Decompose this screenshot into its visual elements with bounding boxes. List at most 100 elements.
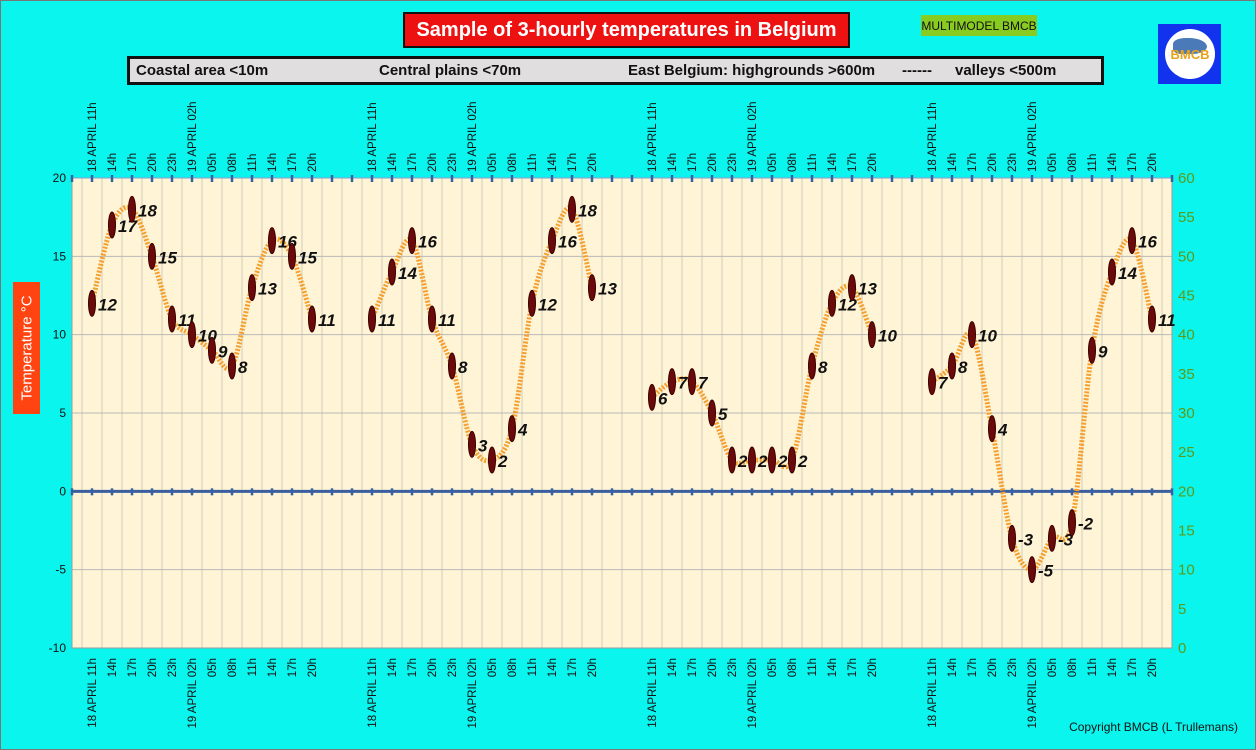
y2-tick-label: 60 bbox=[1178, 170, 1195, 187]
data-point bbox=[1028, 556, 1036, 584]
x-top-label: 18 APRIL 11h bbox=[87, 102, 99, 172]
x-bottom-label: 18 APRIL 11h bbox=[647, 658, 659, 728]
x-bottom-label: 20h bbox=[867, 658, 879, 677]
data-point bbox=[1088, 336, 1096, 364]
x-bottom-label: 20h bbox=[707, 658, 719, 677]
data-label: 9 bbox=[218, 342, 228, 361]
data-label: 9 bbox=[1098, 342, 1108, 361]
copyright: Copyright BMCB (L Trullemans) bbox=[1069, 720, 1238, 734]
x-top-label: 17h bbox=[847, 153, 859, 172]
data-point bbox=[168, 305, 176, 333]
x-bottom-label: 05h bbox=[767, 658, 779, 677]
x-bottom-label: 14h bbox=[547, 658, 559, 677]
x-top-label: 18 APRIL 11h bbox=[647, 102, 659, 172]
data-label: 2 bbox=[797, 452, 808, 471]
x-top-label: 11h bbox=[247, 154, 259, 172]
data-point bbox=[508, 415, 516, 443]
x-top-label: 17h bbox=[567, 153, 579, 172]
x-top-label: 23h bbox=[727, 153, 739, 172]
badge-text: MULTIMODEL BMCB bbox=[921, 18, 1037, 33]
logo-text: BMCB bbox=[1170, 46, 1210, 62]
data-label: 5 bbox=[718, 405, 728, 424]
x-bottom-label: 20h bbox=[1147, 658, 1159, 677]
data-point bbox=[288, 242, 296, 270]
y-tick-label: 10 bbox=[53, 328, 67, 342]
x-top-label: 14h bbox=[947, 153, 959, 172]
data-point bbox=[728, 446, 736, 474]
x-bottom-label: 20h bbox=[147, 658, 159, 677]
y2-tick-label: 50 bbox=[1178, 248, 1195, 265]
x-top-label: 20h bbox=[147, 153, 159, 172]
data-label: -5 bbox=[1038, 562, 1054, 581]
data-label: 10 bbox=[978, 327, 997, 346]
data-point bbox=[448, 352, 456, 380]
data-point bbox=[268, 227, 276, 255]
x-top-label: 20h bbox=[1147, 153, 1159, 172]
logo-circle: BMCB bbox=[1165, 29, 1215, 79]
legend-central: Central plains <70m bbox=[379, 62, 522, 79]
x-bottom-label: 14h bbox=[267, 658, 279, 677]
x-bottom-label: 17h bbox=[287, 658, 299, 677]
x-top-label: 17h bbox=[967, 153, 979, 172]
x-bottom-label: 08h bbox=[1067, 658, 1079, 677]
x-top-label: 11h bbox=[807, 154, 819, 172]
data-point bbox=[528, 289, 536, 317]
x-bottom-label: 14h bbox=[827, 658, 839, 677]
x-top-label: 14h bbox=[107, 153, 119, 172]
data-point bbox=[408, 227, 416, 255]
y-tick-label: 0 bbox=[59, 484, 66, 498]
x-top-label: 08h bbox=[1067, 153, 1079, 172]
data-point bbox=[188, 321, 196, 349]
data-label: 15 bbox=[158, 248, 177, 267]
data-label: 8 bbox=[458, 358, 468, 377]
y-tick-label: -10 bbox=[49, 641, 67, 655]
x-bottom-label: 19 APRIL 02h bbox=[1027, 658, 1039, 729]
data-point bbox=[568, 195, 576, 223]
y-axis-title-text: Temperature °C bbox=[18, 295, 35, 401]
y2-tick-label: 15 bbox=[1178, 523, 1195, 540]
data-point bbox=[208, 336, 216, 364]
multimodel-badge: MULTIMODEL BMCB bbox=[921, 15, 1037, 36]
x-top-label: 14h bbox=[1107, 153, 1119, 172]
data-label: 11 bbox=[378, 311, 396, 330]
data-label: 4 bbox=[517, 421, 528, 440]
x-bottom-label: 17h bbox=[847, 658, 859, 677]
x-top-label: 17h bbox=[287, 153, 299, 172]
x-bottom-label: 14h bbox=[1107, 658, 1119, 677]
data-point bbox=[88, 289, 96, 317]
y2-tick-label: 20 bbox=[1178, 483, 1195, 500]
data-label: 16 bbox=[1138, 233, 1157, 252]
data-point bbox=[928, 368, 936, 396]
x-bottom-label: 17h bbox=[407, 658, 419, 677]
y2-tick-label: 30 bbox=[1178, 405, 1195, 422]
data-point bbox=[828, 289, 836, 317]
x-bottom-label: 19 APRIL 02h bbox=[467, 658, 479, 729]
x-top-label: 14h bbox=[667, 153, 679, 172]
x-bottom-label: 08h bbox=[787, 658, 799, 677]
x-top-label: 05h bbox=[207, 153, 219, 172]
data-point bbox=[848, 274, 856, 302]
x-bottom-label: 18 APRIL 11h bbox=[927, 658, 939, 728]
x-top-label: 20h bbox=[307, 153, 319, 172]
x-top-label: 20h bbox=[987, 153, 999, 172]
x-bottom-label: 23h bbox=[447, 658, 459, 677]
data-point bbox=[148, 242, 156, 270]
x-top-label: 14h bbox=[267, 153, 279, 172]
data-point bbox=[548, 227, 556, 255]
bmcb-logo: BMCB bbox=[1158, 24, 1221, 84]
x-bottom-label: 14h bbox=[387, 658, 399, 677]
x-top-label: 11h bbox=[527, 154, 539, 172]
data-label: 4 bbox=[997, 421, 1008, 440]
x-bottom-label: 18 APRIL 11h bbox=[367, 658, 379, 728]
data-label: 11 bbox=[1158, 311, 1176, 330]
legend-coastal: Coastal area <10m bbox=[136, 62, 269, 79]
data-label: 12 bbox=[538, 295, 557, 314]
data-point bbox=[708, 399, 716, 427]
x-top-label: 23h bbox=[447, 153, 459, 172]
data-label: 16 bbox=[558, 233, 577, 252]
x-bottom-label: 05h bbox=[1047, 658, 1059, 677]
x-top-label: 23h bbox=[167, 153, 179, 172]
y-tick-label: 20 bbox=[53, 171, 67, 185]
x-top-label: 14h bbox=[387, 153, 399, 172]
y2-tick-label: 45 bbox=[1178, 288, 1195, 305]
